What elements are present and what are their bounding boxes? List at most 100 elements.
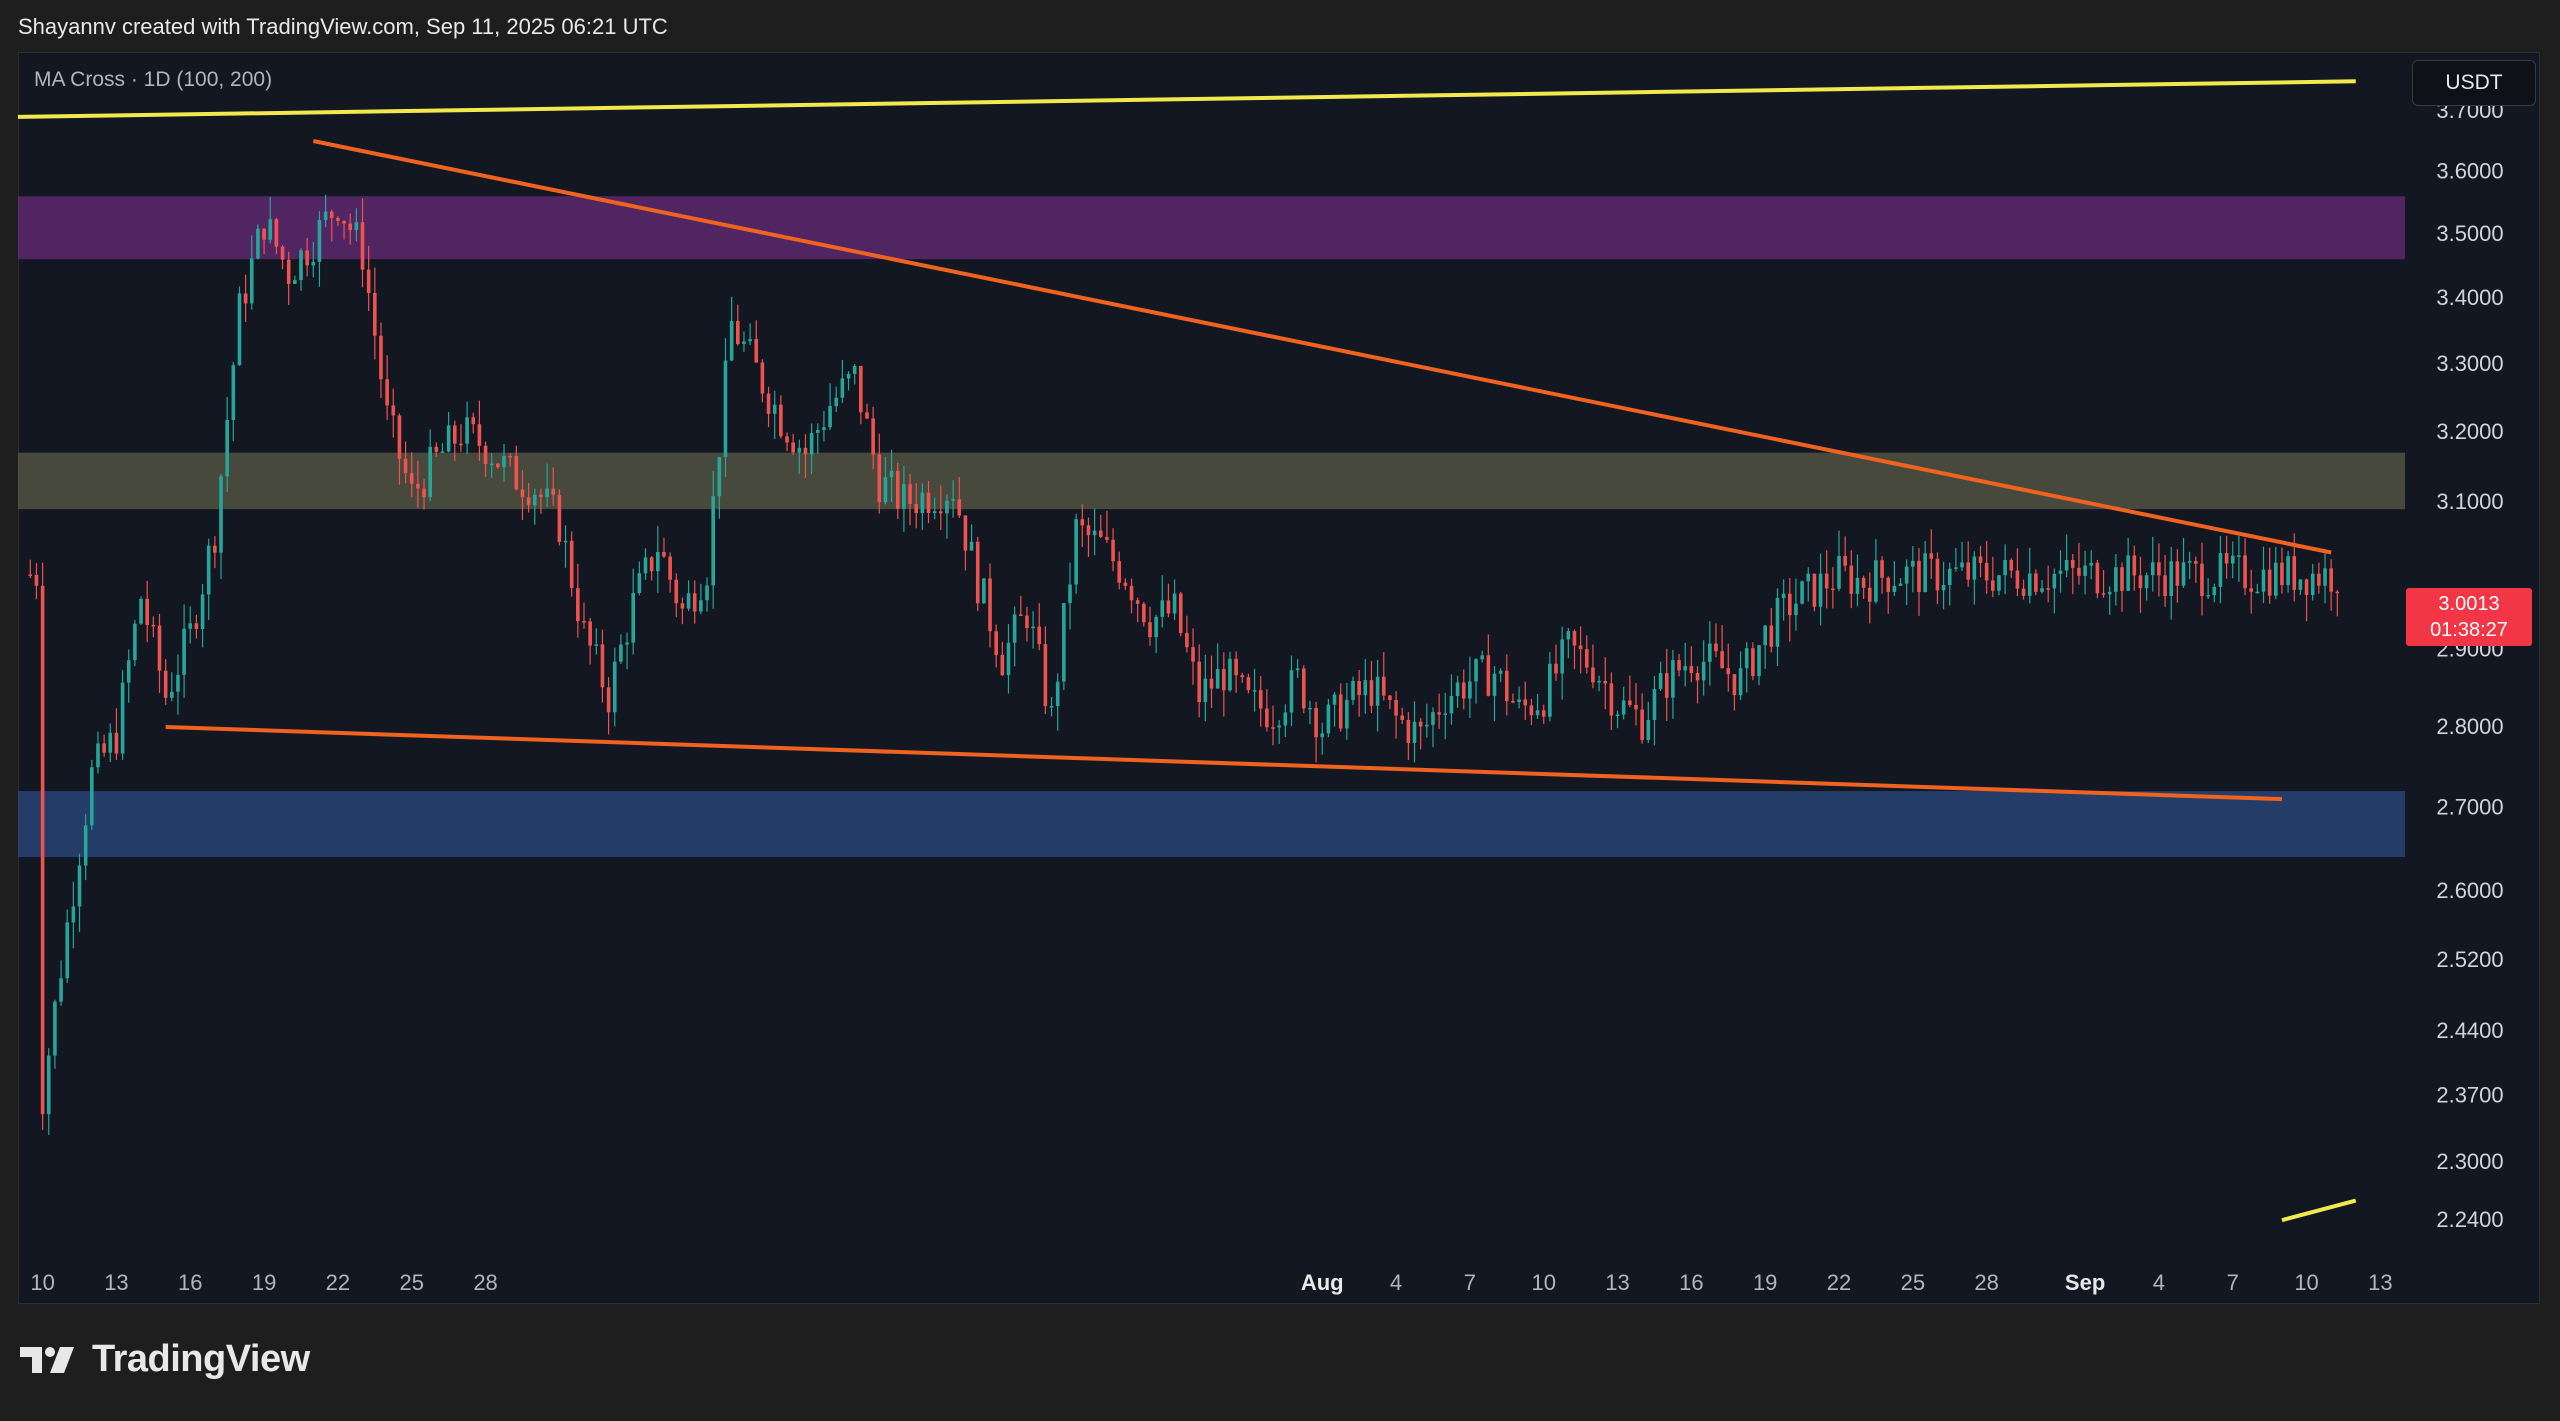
candle-body-365 — [2274, 562, 2278, 596]
candle-body-330 — [2058, 570, 2063, 574]
x-tick-label-15: 25 — [1901, 1270, 1925, 1295]
currency-button[interactable]: USDT — [2412, 60, 2536, 106]
candle-body-0 — [28, 574, 33, 576]
candle-body-375 — [2335, 591, 2340, 594]
candle-body-87 — [563, 540, 568, 543]
candle-body-114 — [729, 320, 734, 361]
candle-body-190 — [1197, 661, 1201, 703]
candle-body-125 — [797, 447, 802, 453]
candle-body-90 — [582, 621, 586, 623]
candle-body-199 — [1252, 690, 1257, 692]
x-tick-label-9: 7 — [1464, 1270, 1476, 1295]
candle-body-93 — [600, 644, 605, 688]
candle-body-208 — [1308, 707, 1312, 710]
candle-body-134 — [852, 365, 857, 374]
candle-body-118 — [754, 339, 759, 363]
candle-body-184 — [1160, 600, 1165, 617]
candle-body-108 — [692, 593, 697, 612]
x-tick-label-19: 7 — [2227, 1270, 2239, 1295]
candle-body-168 — [1062, 603, 1066, 682]
x-tick-label-21: 13 — [2368, 1270, 2392, 1295]
candle-body-358 — [2230, 555, 2235, 564]
candle-body-79 — [514, 456, 519, 490]
candle-body-242 — [1517, 699, 1521, 703]
candle-body-4 — [53, 1001, 57, 1056]
candle-body-147 — [932, 511, 937, 514]
candle-body-169 — [1068, 584, 1072, 604]
candle-body-236 — [1480, 655, 1484, 660]
candle-body-178 — [1123, 582, 1128, 586]
candle-body-259 — [1621, 700, 1626, 715]
y-tick-label-10: 2.6000 — [2436, 878, 2503, 903]
candle-body-17 — [133, 623, 137, 661]
candle-body-249 — [1560, 639, 1564, 674]
candle-body-132 — [840, 378, 845, 398]
candle-body-216 — [1357, 680, 1361, 696]
candle-body-320 — [1997, 575, 2001, 591]
candle-body-265 — [1658, 673, 1663, 690]
candle-body-270 — [1689, 666, 1694, 674]
candle-body-67 — [440, 451, 445, 453]
candle-body-248 — [1554, 663, 1558, 674]
candle-body-263 — [1646, 719, 1651, 741]
candle-body-153 — [969, 541, 974, 551]
candle-body-45 — [305, 250, 309, 266]
candle-body-245 — [1535, 710, 1540, 716]
candle-body-28 — [200, 594, 205, 630]
candle-body-104 — [668, 556, 672, 580]
candle-body-220 — [1381, 676, 1386, 696]
candle-body-32 — [225, 419, 229, 477]
candle-body-197 — [1240, 675, 1245, 678]
candle-body-170 — [1074, 519, 1078, 585]
candle-body-210 — [1320, 733, 1325, 738]
candle-body-231 — [1449, 695, 1454, 714]
chart-panel[interactable] — [18, 52, 2540, 1304]
candle-body-292 — [1824, 573, 1829, 589]
candle-body-310 — [1935, 558, 1940, 591]
candle-body-232 — [1455, 682, 1460, 696]
candle-body-329 — [2052, 573, 2057, 589]
candle-body-362 — [2255, 591, 2260, 594]
x-tick-label-18: 4 — [2153, 1270, 2165, 1295]
candle-body-110 — [705, 585, 709, 601]
tradingview-brand[interactable]: TradingView — [20, 1338, 310, 1381]
candle-body-325 — [2027, 573, 2032, 596]
chart-attribution: Shayannv created with TradingView.com, S… — [18, 14, 668, 39]
candle-body-47 — [317, 220, 322, 262]
candle-body-304 — [1898, 583, 1903, 586]
candle-body-354 — [2206, 595, 2210, 597]
candle-body-161 — [1018, 614, 1023, 616]
candle-body-331 — [2064, 559, 2069, 571]
candle-body-316 — [1972, 556, 1977, 580]
candle-body-29 — [206, 545, 211, 595]
candle-body-345 — [2150, 562, 2155, 576]
candle-body-223 — [1400, 715, 1405, 720]
candle-body-192 — [1209, 678, 1214, 689]
candle-body-335 — [2089, 562, 2094, 566]
candle-body-291 — [1818, 573, 1823, 607]
candle-body-348 — [2169, 561, 2174, 596]
candle-body-282 — [1763, 625, 1767, 646]
candle-body-224 — [1406, 719, 1411, 743]
candle-body-100 — [643, 557, 648, 574]
candle-body-203 — [1277, 725, 1281, 728]
candle-body-41 — [280, 246, 285, 260]
candle-body-303 — [1892, 585, 1897, 592]
candle-body-293 — [1831, 588, 1835, 590]
candle-body-201 — [1265, 708, 1269, 728]
candle-body-150 — [951, 499, 955, 501]
candle-body-290 — [1812, 573, 1817, 607]
candle-body-288 — [1800, 581, 1804, 604]
trendline-1 — [165, 724, 2283, 802]
candle-body-88 — [569, 540, 574, 589]
candle-body-336 — [2095, 562, 2100, 594]
candle-body-340 — [2120, 567, 2124, 591]
candle-body-204 — [1283, 712, 1288, 726]
candle-body-276 — [1726, 668, 1731, 675]
candle-body-33 — [231, 365, 236, 420]
indicator-legend[interactable]: MA Cross · 1D (100, 200) — [34, 68, 273, 91]
candle-body-212 — [1332, 694, 1337, 705]
candle-body-271 — [1695, 673, 1700, 681]
candle-body-194 — [1222, 669, 1226, 691]
